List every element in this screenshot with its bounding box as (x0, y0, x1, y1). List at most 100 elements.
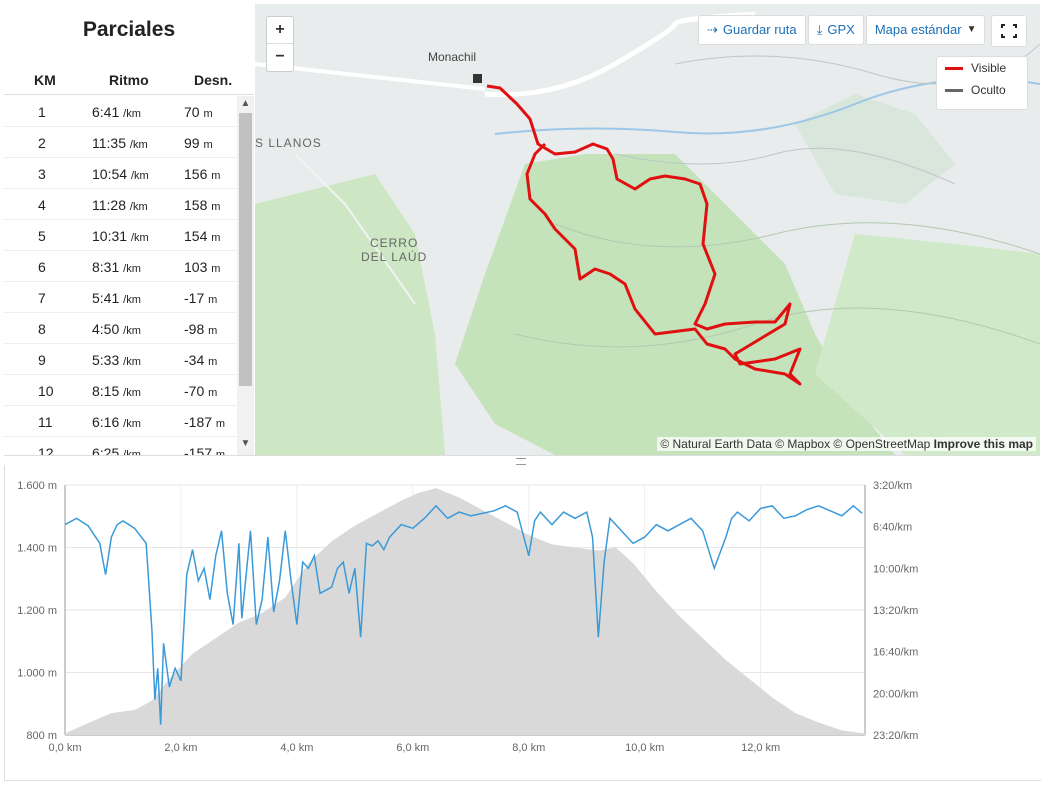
split-pace: 6:16 /km (92, 414, 141, 430)
split-km: 3 (38, 166, 46, 182)
scroll-thumb[interactable] (239, 113, 252, 386)
zoom-in-button[interactable]: + (275, 21, 285, 38)
route-line (486, 84, 802, 386)
x-tick-label: 0,0 km (48, 742, 81, 754)
legend-swatch (945, 67, 963, 70)
split-pace: 5:33 /km (92, 352, 141, 368)
download-icon: ⤓ (816, 22, 823, 37)
pace-line (64, 504, 863, 725)
x-tick-label: 2,0 km (164, 742, 197, 754)
map-canvas[interactable] (255, 4, 1040, 455)
split-elev: 156 m (184, 166, 221, 182)
chart-canvas[interactable]: 1.600 m 1.400 m 1.200 m 1.000 m 800 m 3:20/km… (5, 465, 1039, 778)
split-elev: -98 m (184, 321, 218, 337)
split-km: 2 (38, 135, 46, 151)
split-row: 10 8:15 /km -70 m (4, 375, 237, 406)
split-km: 6 (38, 259, 46, 275)
legend-item: Oculto (937, 79, 1027, 101)
x-tick-label: 12,0 km (741, 742, 780, 754)
vegetation-area (255, 174, 445, 455)
y-right-tick-label: 20:00/km (873, 688, 918, 700)
y-right-tick-label: 23:20/km (873, 730, 918, 742)
road (294, 153, 416, 305)
split-pace: 10:31 /km (92, 228, 149, 244)
split-elev: 154 m (184, 228, 221, 244)
fullscreen-icon (1001, 24, 1017, 38)
map-attribution: © Natural Earth Data © Mapbox © OpenStre… (657, 437, 1036, 451)
y-left-tick-label: 1.400 m (17, 543, 57, 555)
split-row: 12 6:25 /km -157 m (4, 437, 237, 455)
split-km: 1 (38, 104, 46, 120)
contour (554, 222, 1040, 255)
y-right-tick-label: 16:40/km (873, 647, 918, 659)
gpx-download-button[interactable]: ⤓ GPX (807, 15, 864, 45)
split-elev: -70 m (184, 383, 218, 399)
route-legend: Visible Oculto (936, 56, 1028, 110)
split-row: 3 10:54 /km 156 m (4, 158, 237, 189)
contour (514, 307, 1040, 348)
scroll-down-icon[interactable]: ▼ (240, 438, 251, 449)
splits-scrollbar[interactable]: ▲ ▼ (237, 96, 254, 455)
split-pace: 5:41 /km (92, 290, 141, 306)
town-label: Monachil (428, 50, 477, 64)
caret-down-icon: ▼ (966, 24, 977, 35)
split-km: 9 (38, 352, 46, 368)
fullscreen-button[interactable] (991, 15, 1027, 47)
save-route-button[interactable]: ⇢ Guardar ruta (698, 15, 806, 45)
split-elev: -157 m (184, 445, 226, 455)
split-row: 9 5:33 /km -34 m (4, 344, 237, 375)
grip-icon (516, 458, 526, 465)
split-km: 11 (38, 414, 53, 430)
split-elev: 158 m (184, 197, 221, 213)
split-pace: 8:15 /km (92, 383, 141, 399)
zoom-out-button[interactable]: − (267, 43, 293, 70)
x-tick-label: 10,0 km (625, 742, 664, 754)
map-style-select[interactable]: Mapa estándar ▼ (865, 15, 986, 45)
split-km: 10 (38, 383, 54, 399)
elevation-pace-chart[interactable]: 1.600 m 1.400 m 1.200 m 1.000 m 800 m 3:20/km… (4, 465, 1041, 781)
split-row: 4 11:28 /km 158 m (4, 189, 237, 220)
split-km: 8 (38, 321, 46, 337)
area-label: S LLANOS (255, 136, 322, 150)
y-right-tick-label: 3:20/km (873, 480, 912, 492)
vegetation-area (795, 94, 955, 204)
split-row: 6 8:31 /km 103 m (4, 251, 237, 282)
y-right-tick-label: 10:00/km (873, 563, 918, 575)
legend-swatch (945, 89, 963, 92)
header-elev: Desn. (194, 72, 233, 88)
resize-handle[interactable] (4, 455, 1040, 466)
split-row: 7 5:41 /km -17 m (4, 282, 237, 313)
vegetation-area (455, 154, 895, 455)
splits-list[interactable]: 1 6:41 /km 70 m 2 11:35 /km 99 m 3 10:54 /km 156… (4, 96, 237, 455)
road (484, 11, 756, 98)
y-left-tick-label: 1.000 m (17, 668, 57, 680)
contour (614, 147, 956, 185)
split-elev: -34 m (184, 352, 218, 368)
map-view[interactable]: Monachil CERRO DEL LAÚD S LLANOS + − ⇢ Gu… (255, 4, 1040, 455)
split-km: 5 (38, 228, 46, 244)
split-elev: 99 m (184, 135, 213, 151)
scroll-up-icon[interactable]: ▲ (240, 98, 251, 109)
split-row: 5 10:31 /km 154 m (4, 220, 237, 251)
y-right-tick-label: 6:40/km (873, 522, 912, 534)
split-km: 7 (38, 290, 46, 306)
route-icon: ⇢ (707, 22, 718, 37)
splits-header: KM Ritmo Desn. (4, 64, 254, 95)
split-elev: 103 m (184, 259, 221, 275)
x-tick-label: 6,0 km (396, 742, 429, 754)
elevation-area (65, 488, 865, 735)
split-row: 2 11:35 /km 99 m (4, 127, 237, 158)
y-left-tick-label: 1.200 m (17, 605, 57, 617)
split-pace: 6:25 /km (92, 445, 141, 455)
y-left-tick-label: 800 m (26, 730, 57, 742)
split-elev: -187 m (184, 414, 226, 430)
map-toolbar: ⇢ Guardar ruta ⤓ GPX Mapa estándar ▼ (698, 15, 986, 45)
zoom-control[interactable]: + − (266, 16, 294, 72)
improve-map-link[interactable]: Improve this map (933, 437, 1033, 451)
header-pace: Ritmo (109, 72, 149, 88)
hill-label: CERRO DEL LAÚD (361, 236, 428, 264)
split-pace: 11:28 /km (92, 197, 148, 213)
split-km: 4 (38, 197, 46, 213)
split-pace: 11:35 /km (92, 135, 148, 151)
